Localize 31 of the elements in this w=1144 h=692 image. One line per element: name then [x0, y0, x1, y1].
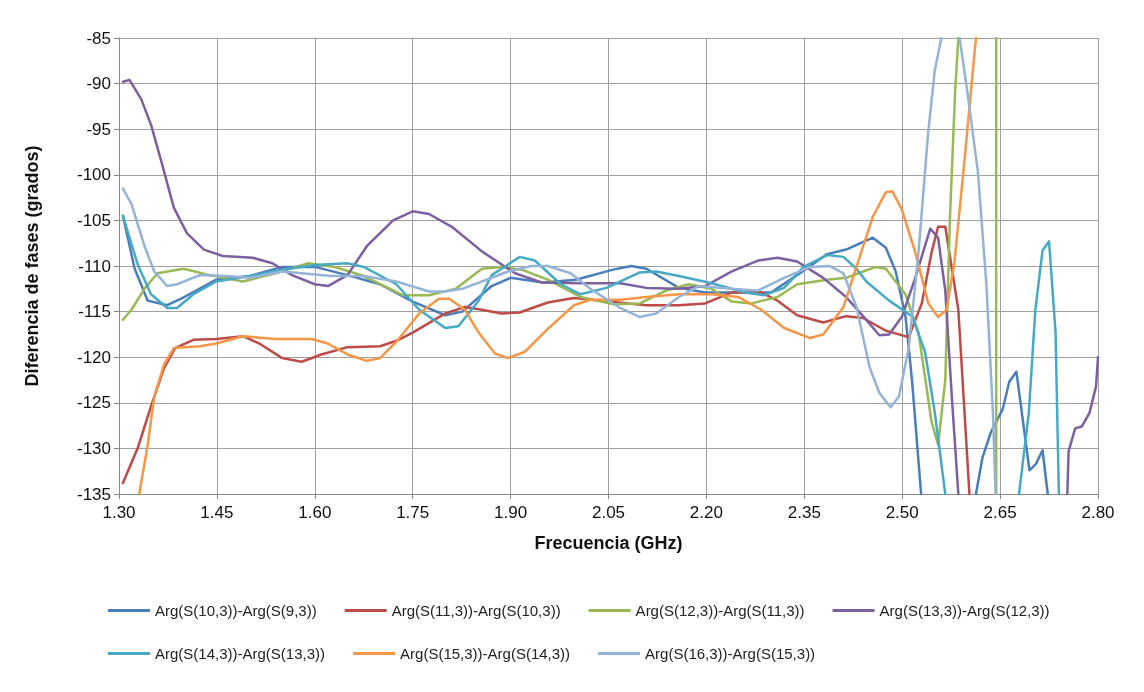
legend-label: Arg(S(14,3))-Arg(S(13,3)) — [155, 645, 326, 662]
x-tick-label: 1.30 — [102, 503, 136, 522]
x-tick-label: 2.80 — [1081, 503, 1115, 522]
y-tick-label: -90 — [86, 74, 111, 94]
legend-label: Arg(S(15,3))-Arg(S(14,3)) — [400, 645, 571, 662]
x-tick-label: 2.50 — [885, 503, 919, 522]
x-axis-title: Frecuencia (GHz) — [534, 533, 683, 553]
x-tick-label: 1.60 — [298, 503, 332, 522]
x-tick-label: 1.90 — [494, 503, 528, 522]
legend-label: Arg(S(11,3))-Arg(S(10,3)) — [391, 602, 561, 619]
x-tick-label: 2.65 — [983, 503, 1017, 522]
y-tick-label: -130 — [76, 438, 111, 458]
y-axis-title: Diferencia de fases (grados) — [22, 145, 42, 387]
x-tick-label: 2.35 — [787, 503, 821, 522]
y-tick-label: -110 — [78, 256, 111, 276]
y-tick-label: -135 — [76, 484, 111, 504]
y-tick-label: -85 — [86, 28, 111, 48]
legend-label: Arg(S(16,3))-Arg(S(15,3)) — [645, 645, 816, 662]
x-tick-label: 1.75 — [396, 503, 430, 522]
y-tick-label: -100 — [76, 165, 111, 185]
y-tick-label: -115 — [78, 302, 111, 322]
y-tick-label: -95 — [86, 119, 111, 139]
y-tick-label: -120 — [76, 347, 111, 367]
legend-label: Arg(S(13,3))-Arg(S(12,3)) — [879, 602, 1050, 619]
x-tick-label: 2.05 — [591, 503, 626, 522]
y-tick-label: -105 — [76, 210, 111, 230]
legend-label: Arg(S(10,3))-Arg(S(9,3)) — [155, 602, 317, 619]
y-tick-label: -125 — [76, 393, 111, 413]
x-tick-label: 1.45 — [200, 503, 234, 522]
legend-label: Arg(S(12,3))-Arg(S(11,3)) — [635, 602, 805, 619]
x-tick-label: 2.20 — [689, 503, 723, 522]
